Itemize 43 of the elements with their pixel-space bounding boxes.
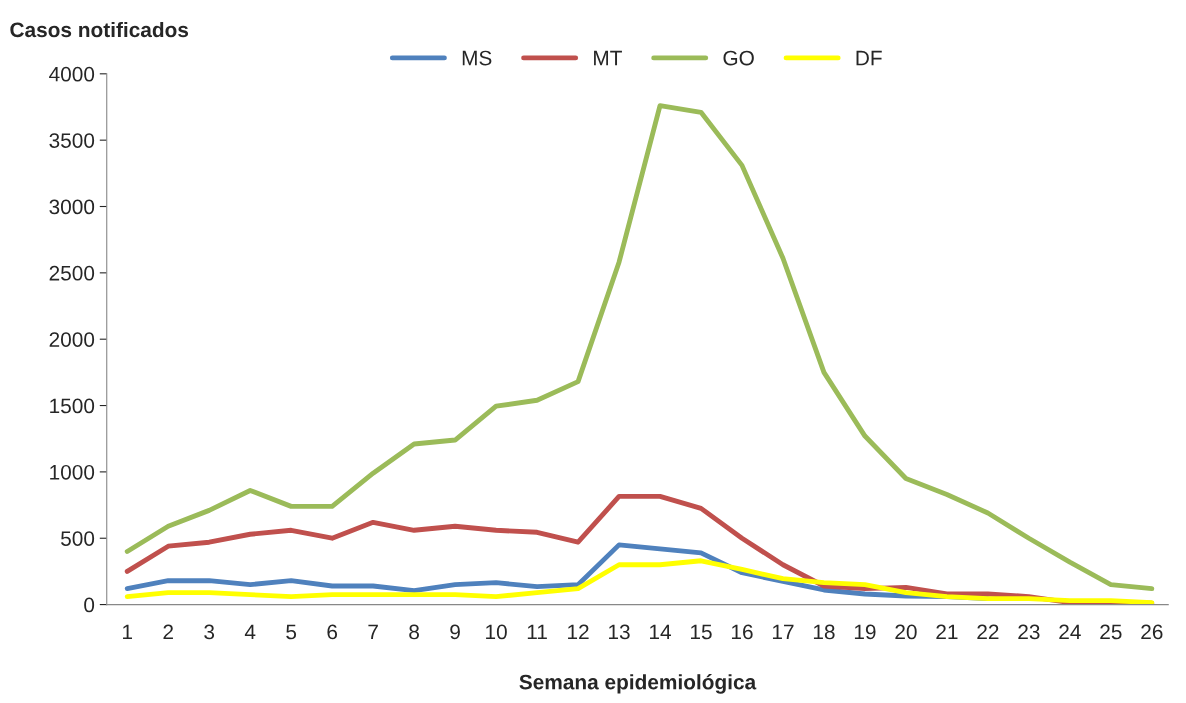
x-tick-label: 14: [650, 624, 671, 640]
x-tick-label: 26: [1141, 624, 1163, 640]
x-tick-label: 6: [327, 624, 338, 640]
x-axis-title: Semana epidemiológica: [519, 674, 757, 694]
x-tick-label: 11: [527, 624, 547, 640]
y-tick-label: 2500: [49, 265, 95, 281]
line-series: [124, 103, 1155, 592]
x-tick-label: 20: [895, 624, 917, 640]
y-tick-label: 3500: [49, 133, 95, 148]
y-axis-title: Casos notificados: [10, 21, 189, 38]
legend-label: MS: [462, 50, 492, 66]
y-tick-label: 0: [84, 597, 95, 613]
x-tick-label: 12: [568, 624, 589, 640]
x-tick-label: 18: [813, 624, 835, 640]
x-tick-label: 9: [450, 624, 460, 640]
x-tick-label: 10: [486, 624, 507, 640]
x-tick-label: 3: [204, 624, 215, 640]
x-tick-label: 5: [286, 624, 297, 640]
x-tick-label: 4: [244, 624, 256, 640]
x-tick-label: 13: [609, 624, 630, 640]
y-tick-label: 3000: [49, 199, 95, 215]
x-tick-label: 24: [1059, 624, 1081, 640]
x-tick-label: 22: [977, 624, 999, 640]
y-tick-label: 1500: [50, 398, 95, 414]
x-tick-label: 21: [936, 624, 958, 640]
x-tick-label: 8: [409, 624, 419, 640]
x-tick-label: 1: [123, 624, 133, 640]
y-tick-label: 500: [61, 531, 95, 546]
x-tick-label: 7: [368, 624, 378, 640]
y-tick-label: 4000: [49, 66, 95, 82]
x-tick-label: 17: [772, 624, 794, 640]
x-tick-label: 25: [1100, 624, 1122, 640]
x-tick-label: 2: [163, 624, 173, 640]
y-tick-label: 2000: [49, 332, 95, 347]
line-series: [124, 558, 1155, 605]
x-tick-label: 23: [1018, 624, 1040, 640]
x-tick-label: 16: [731, 624, 753, 640]
legend-label: DF: [856, 50, 882, 66]
legend-label: GO: [723, 50, 754, 66]
x-tick-label: 19: [854, 624, 876, 640]
y-tick-label: 1000: [50, 464, 95, 480]
legend-label: MT: [594, 50, 622, 66]
x-tick-label: 15: [691, 624, 712, 640]
